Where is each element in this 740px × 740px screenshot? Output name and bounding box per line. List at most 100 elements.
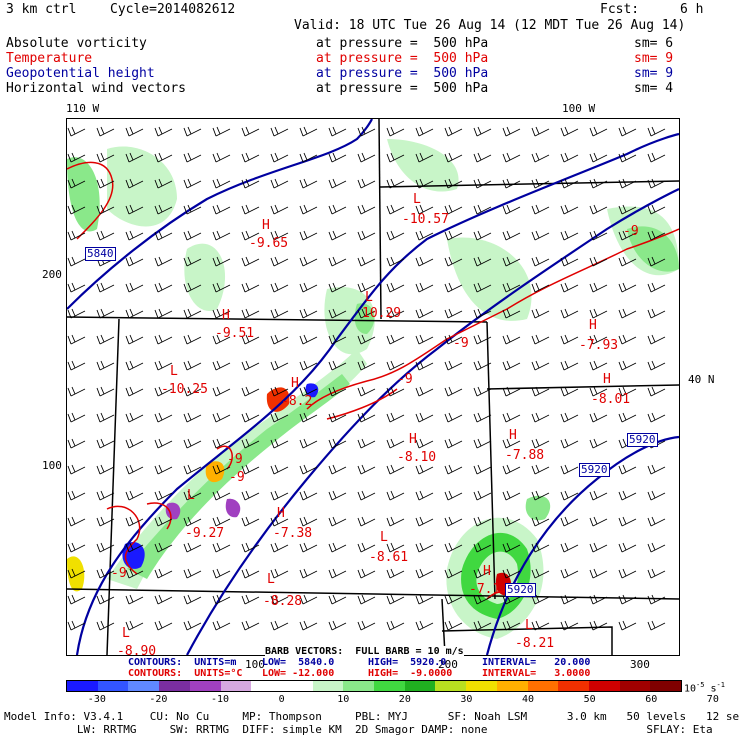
vorticity-shading [67,139,679,639]
wind-barb [328,334,347,345]
wind-barb [473,386,492,397]
temperature-contour [326,388,398,420]
wind-barb [473,126,492,137]
wind-barb [241,386,260,397]
wind-barb [618,256,637,267]
wind-barb [183,334,202,345]
wind-barb [96,568,115,579]
wind-barb [328,620,347,631]
wind-barb [502,438,521,449]
wind-barb [270,126,289,137]
wind-barb [531,542,550,553]
wind-barb [212,412,231,423]
wind-barb [125,386,144,397]
wind-barb [444,490,463,501]
wind-barb [502,412,521,423]
wind-barb [125,256,144,267]
wind-barb [96,412,115,423]
wind-barb [67,204,86,215]
temp-contour-label: -9 [623,224,639,239]
wind-barb [502,152,521,163]
hl-type: L [170,364,178,379]
wind-barb [647,542,666,553]
wind-barb [386,204,405,215]
wind-barb [589,360,608,371]
wind-barb [299,620,318,631]
wind-barb [618,178,637,189]
wind-barb [589,256,608,267]
hl-value: -7.38 [273,526,313,541]
wind-barb [270,152,289,163]
temp-contour-label: -9 [227,452,243,467]
wind-barb [502,568,521,579]
colorbar-tick: -20 [149,694,168,705]
wind-barb [589,516,608,527]
wind-barb [212,490,231,501]
wind-barb [299,490,318,501]
wind-barb [212,386,231,397]
wind-barb [96,230,115,241]
wind-barb [125,594,144,605]
colorbar-swatch [220,681,252,691]
wind-barb [270,568,289,579]
wind-barb [386,178,405,189]
wind-barb [502,516,521,527]
hl-value: -7.88 [505,448,545,463]
wind-barb [212,620,231,631]
wind-barb [560,256,579,267]
hl-type: H [277,506,285,521]
wind-barb [154,204,173,215]
wind-barb [299,126,318,137]
wind-barb [212,542,231,553]
wind-barb [589,620,608,631]
wind-barb [531,386,550,397]
wind-barb [560,360,579,371]
wind-barb [618,152,637,163]
wind-barb [328,360,347,371]
y-tick-200: 200 [42,268,62,281]
wind-barb [415,438,434,449]
wind-barb [357,256,376,267]
wind-barb [299,568,318,579]
hl-value: -8.10 [397,450,437,465]
wind-barb [589,568,608,579]
wind-barb [96,542,115,553]
wind-barb [647,308,666,319]
wind-barb [270,230,289,241]
valid-time: Valid: 18 UTC Tue 26 Aug 14 (12 MDT Tue … [294,18,686,33]
wind-barb [386,412,405,423]
wind-barb [328,204,347,215]
temp-contour-label: -9 [229,470,245,485]
wind-barb [125,334,144,345]
wind-barb [589,412,608,423]
wind-barb [241,308,260,319]
wind-barb [560,438,579,449]
height-label: 5920 [627,433,658,447]
wind-barb [415,516,434,527]
wind-barb [299,412,318,423]
wind-barb [328,542,347,553]
colorbar-swatch [159,681,190,691]
wind-barb [241,464,260,475]
wind-barb [647,152,666,163]
wind-barb [154,152,173,163]
wind-barb [328,126,347,137]
colorbar [66,680,682,692]
colorbar-swatch [496,681,528,691]
wind-barb [96,126,115,137]
wind-barb [618,490,637,501]
wind-barb [241,360,260,371]
temperature-contour [146,502,172,530]
hl-type: L [380,530,388,545]
wind-barb [647,204,666,215]
wind-barb [154,256,173,267]
wind-barb [647,360,666,371]
temperature-contour [216,445,233,470]
wind-barb [502,230,521,241]
wind-barb [618,282,637,293]
field-level: at pressure = 500 hPa [316,81,489,96]
wind-barb [67,568,86,579]
wind-barb [647,386,666,397]
hl-type: L [525,618,533,633]
wind-barb [299,230,318,241]
